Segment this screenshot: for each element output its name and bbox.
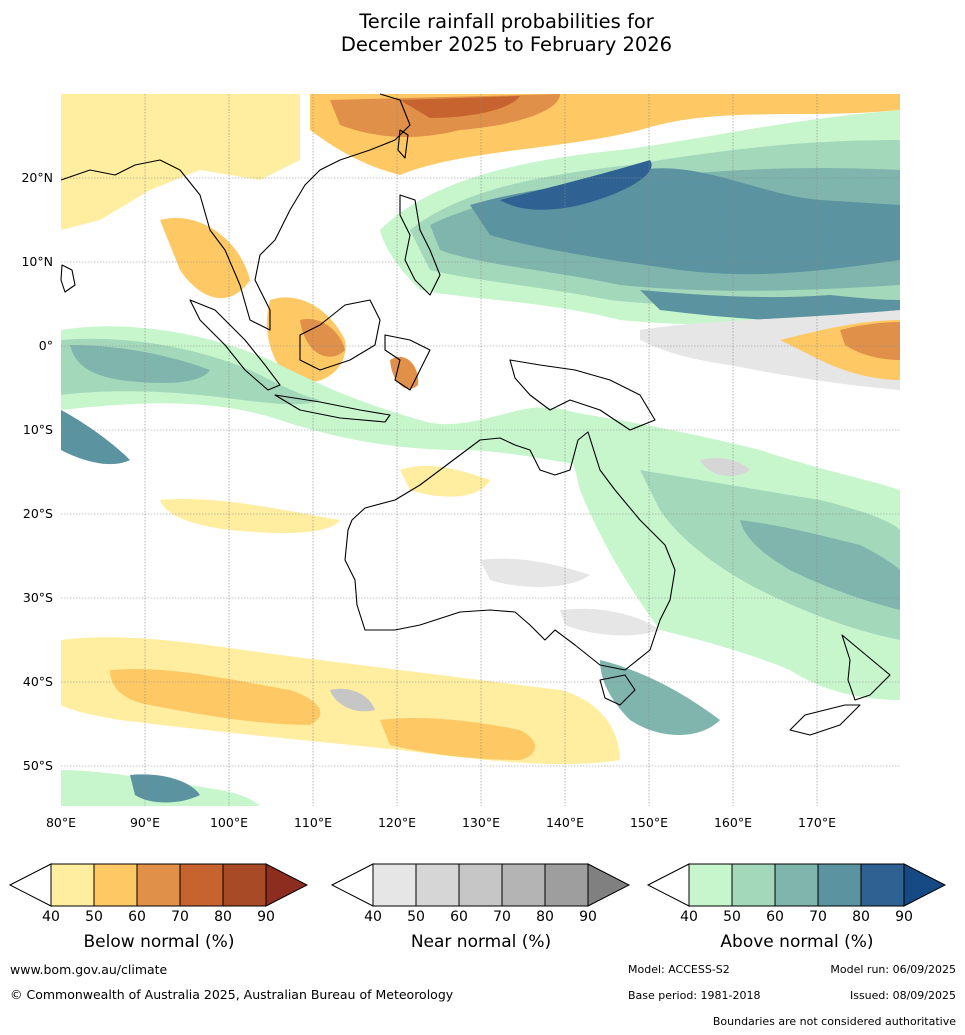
colorbar-near: 40 50 60 70 80 90 [330, 862, 632, 926]
lon-label: 110°E [294, 815, 332, 830]
map-title: Tercile rainfall probabilities for Decem… [0, 10, 965, 56]
lat-label: 20°S [23, 506, 53, 521]
tick-label: 60 [766, 909, 784, 922]
lat-label: 10°N [21, 254, 53, 269]
tick-label: 80 [536, 909, 554, 922]
tick-label: 70 [809, 909, 827, 922]
sulawesi-coast [384, 334, 431, 391]
below-swatch [265, 863, 309, 907]
colorbar-below-title: Below normal (%) [83, 932, 235, 952]
lon-label: 90°E [130, 815, 160, 830]
lat-label: 40°S [23, 674, 53, 689]
philippines-coast [399, 194, 441, 296]
lon-label: 80°E [46, 815, 76, 830]
borneo-coast [299, 299, 381, 371]
tick-label: 60 [450, 909, 468, 922]
boundary-disclaimer: Boundaries are not considered authoritat… [712, 1015, 956, 1028]
copyright-text: © Commonwealth of Australia 2025, Austra… [10, 987, 454, 1002]
lon-label: 100°E [210, 815, 248, 830]
tick-label: 50 [85, 909, 103, 922]
coastlines [60, 93, 891, 736]
tick-label: 50 [723, 909, 741, 922]
tick-label: 90 [895, 909, 913, 922]
lon-label: 150°E [630, 815, 668, 830]
lat-label: 20°N [21, 170, 53, 185]
above-swatch [688, 863, 733, 907]
colorbar-near-title: Near normal (%) [410, 932, 552, 952]
website-link[interactable]: www.bom.gov.au/climate [10, 962, 168, 977]
tick-label: 50 [407, 909, 425, 922]
near-swatch [458, 863, 503, 907]
near-swatch [587, 863, 631, 907]
sri-lanka-coast [60, 264, 76, 293]
above-swatch [860, 863, 905, 907]
lon-label: 160°E [714, 815, 752, 830]
model-name: Model: ACCESS-S2 [628, 963, 730, 976]
issued-date: Issued: 08/09/2025 [849, 989, 956, 1002]
forecast-map: 80°E 90°E 100°E 110°E 120°E 130°E 140°E … [0, 80, 965, 830]
lat-label: 30°S [23, 590, 53, 605]
lon-labels: 80°E 90°E 100°E 110°E 120°E 130°E 140°E … [46, 815, 836, 830]
tick-label: 40 [680, 909, 698, 922]
lon-label: 120°E [378, 815, 416, 830]
base-period: Base period: 1981-2018 [628, 989, 761, 1002]
near-swatch [372, 863, 417, 907]
taiwan-coast [397, 129, 409, 159]
tick-label: 90 [579, 909, 597, 922]
lon-label: 170°E [798, 815, 836, 830]
new-zealand-north [841, 634, 891, 701]
mainland-asia-coast [60, 93, 411, 331]
near-swatch [501, 863, 546, 907]
new-guinea-coast [509, 359, 656, 431]
tasmania-coast [599, 674, 636, 706]
above-swatch [817, 863, 862, 907]
above-swatch [903, 863, 947, 907]
lon-label: 130°E [462, 815, 500, 830]
tick-label: 80 [852, 909, 870, 922]
java-coast [274, 394, 391, 423]
tick-label: 40 [364, 909, 382, 922]
probability-field [61, 94, 900, 806]
colorbar-above-title: Above normal (%) [720, 932, 874, 952]
tick-label: 70 [171, 909, 189, 922]
tick-label: 70 [493, 909, 511, 922]
title-line-1: Tercile rainfall probabilities for [359, 10, 654, 33]
lat-label: 50°S [23, 758, 53, 773]
near-swatch [415, 863, 460, 907]
near-swatch [544, 863, 589, 907]
colorbar-below: 40 50 60 70 80 90 [8, 862, 310, 926]
model-run: Model run: 06/09/2025 [830, 963, 956, 976]
title-line-2: December 2025 to February 2026 [340, 33, 673, 56]
tick-label: 90 [257, 909, 275, 922]
colorbar-above: 40 50 60 70 80 90 [646, 862, 948, 926]
tick-label: 40 [42, 909, 60, 922]
above-swatch [731, 863, 776, 907]
lat-labels: 20°N 10°N 0° 10°S 20°S 30°S 40°S 50°S [21, 170, 53, 773]
lat-label: 10°S [23, 422, 53, 437]
below-swatch [50, 863, 95, 907]
australia-coast [344, 431, 676, 671]
below-swatch [136, 863, 181, 907]
below-swatch [222, 863, 267, 907]
new-zealand-south [789, 704, 861, 736]
above-swatch [774, 863, 819, 907]
tick-label: 60 [128, 909, 146, 922]
lat-label: 0° [39, 338, 53, 353]
tick-label: 80 [214, 909, 232, 922]
lon-label: 140°E [546, 815, 584, 830]
below-swatch [179, 863, 224, 907]
below-swatch [93, 863, 138, 907]
graticule [61, 94, 900, 806]
sumatra-coast [189, 299, 281, 391]
